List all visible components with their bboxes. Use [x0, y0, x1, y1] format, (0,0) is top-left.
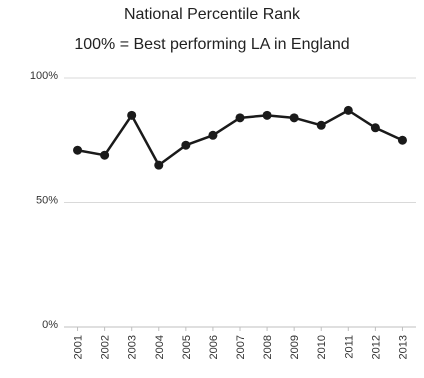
data-point [181, 140, 191, 150]
data-point [316, 120, 326, 130]
x-tick-label: 2012 [370, 335, 382, 359]
chart-title: National Percentile Rank [123, 6, 301, 23]
data-point [370, 123, 380, 133]
x-tick-label: 2008 [262, 335, 274, 359]
x-tick-label: 2007 [235, 335, 247, 359]
data-point [73, 145, 83, 155]
x-tick-label: 2009 [289, 335, 301, 359]
data-point [235, 113, 245, 123]
x-tick-label: 2010 [316, 335, 328, 359]
y-tick-label: 50% [36, 195, 58, 207]
x-tick-label: 2005 [181, 335, 193, 359]
x-tick-label: 2004 [154, 335, 166, 359]
x-tick-label: 2006 [208, 335, 220, 359]
x-tick-label: 2003 [127, 335, 139, 359]
x-tick-label: 2013 [397, 335, 409, 359]
y-tick-label: 0% [42, 319, 58, 331]
chart-subtitle: 100% = Best performing LA in England [74, 36, 350, 53]
data-point [208, 130, 218, 140]
data-point [397, 135, 407, 145]
x-tick-label: 2002 [100, 335, 112, 359]
data-point [127, 110, 137, 120]
data-point [289, 113, 299, 123]
x-tick-label: 2011 [343, 335, 355, 359]
data-point [100, 150, 110, 160]
x-tick-label: 2001 [73, 335, 85, 359]
data-point [343, 105, 353, 115]
data-point [262, 110, 272, 120]
data-point [154, 160, 164, 170]
y-tick-label: 100% [30, 70, 58, 82]
